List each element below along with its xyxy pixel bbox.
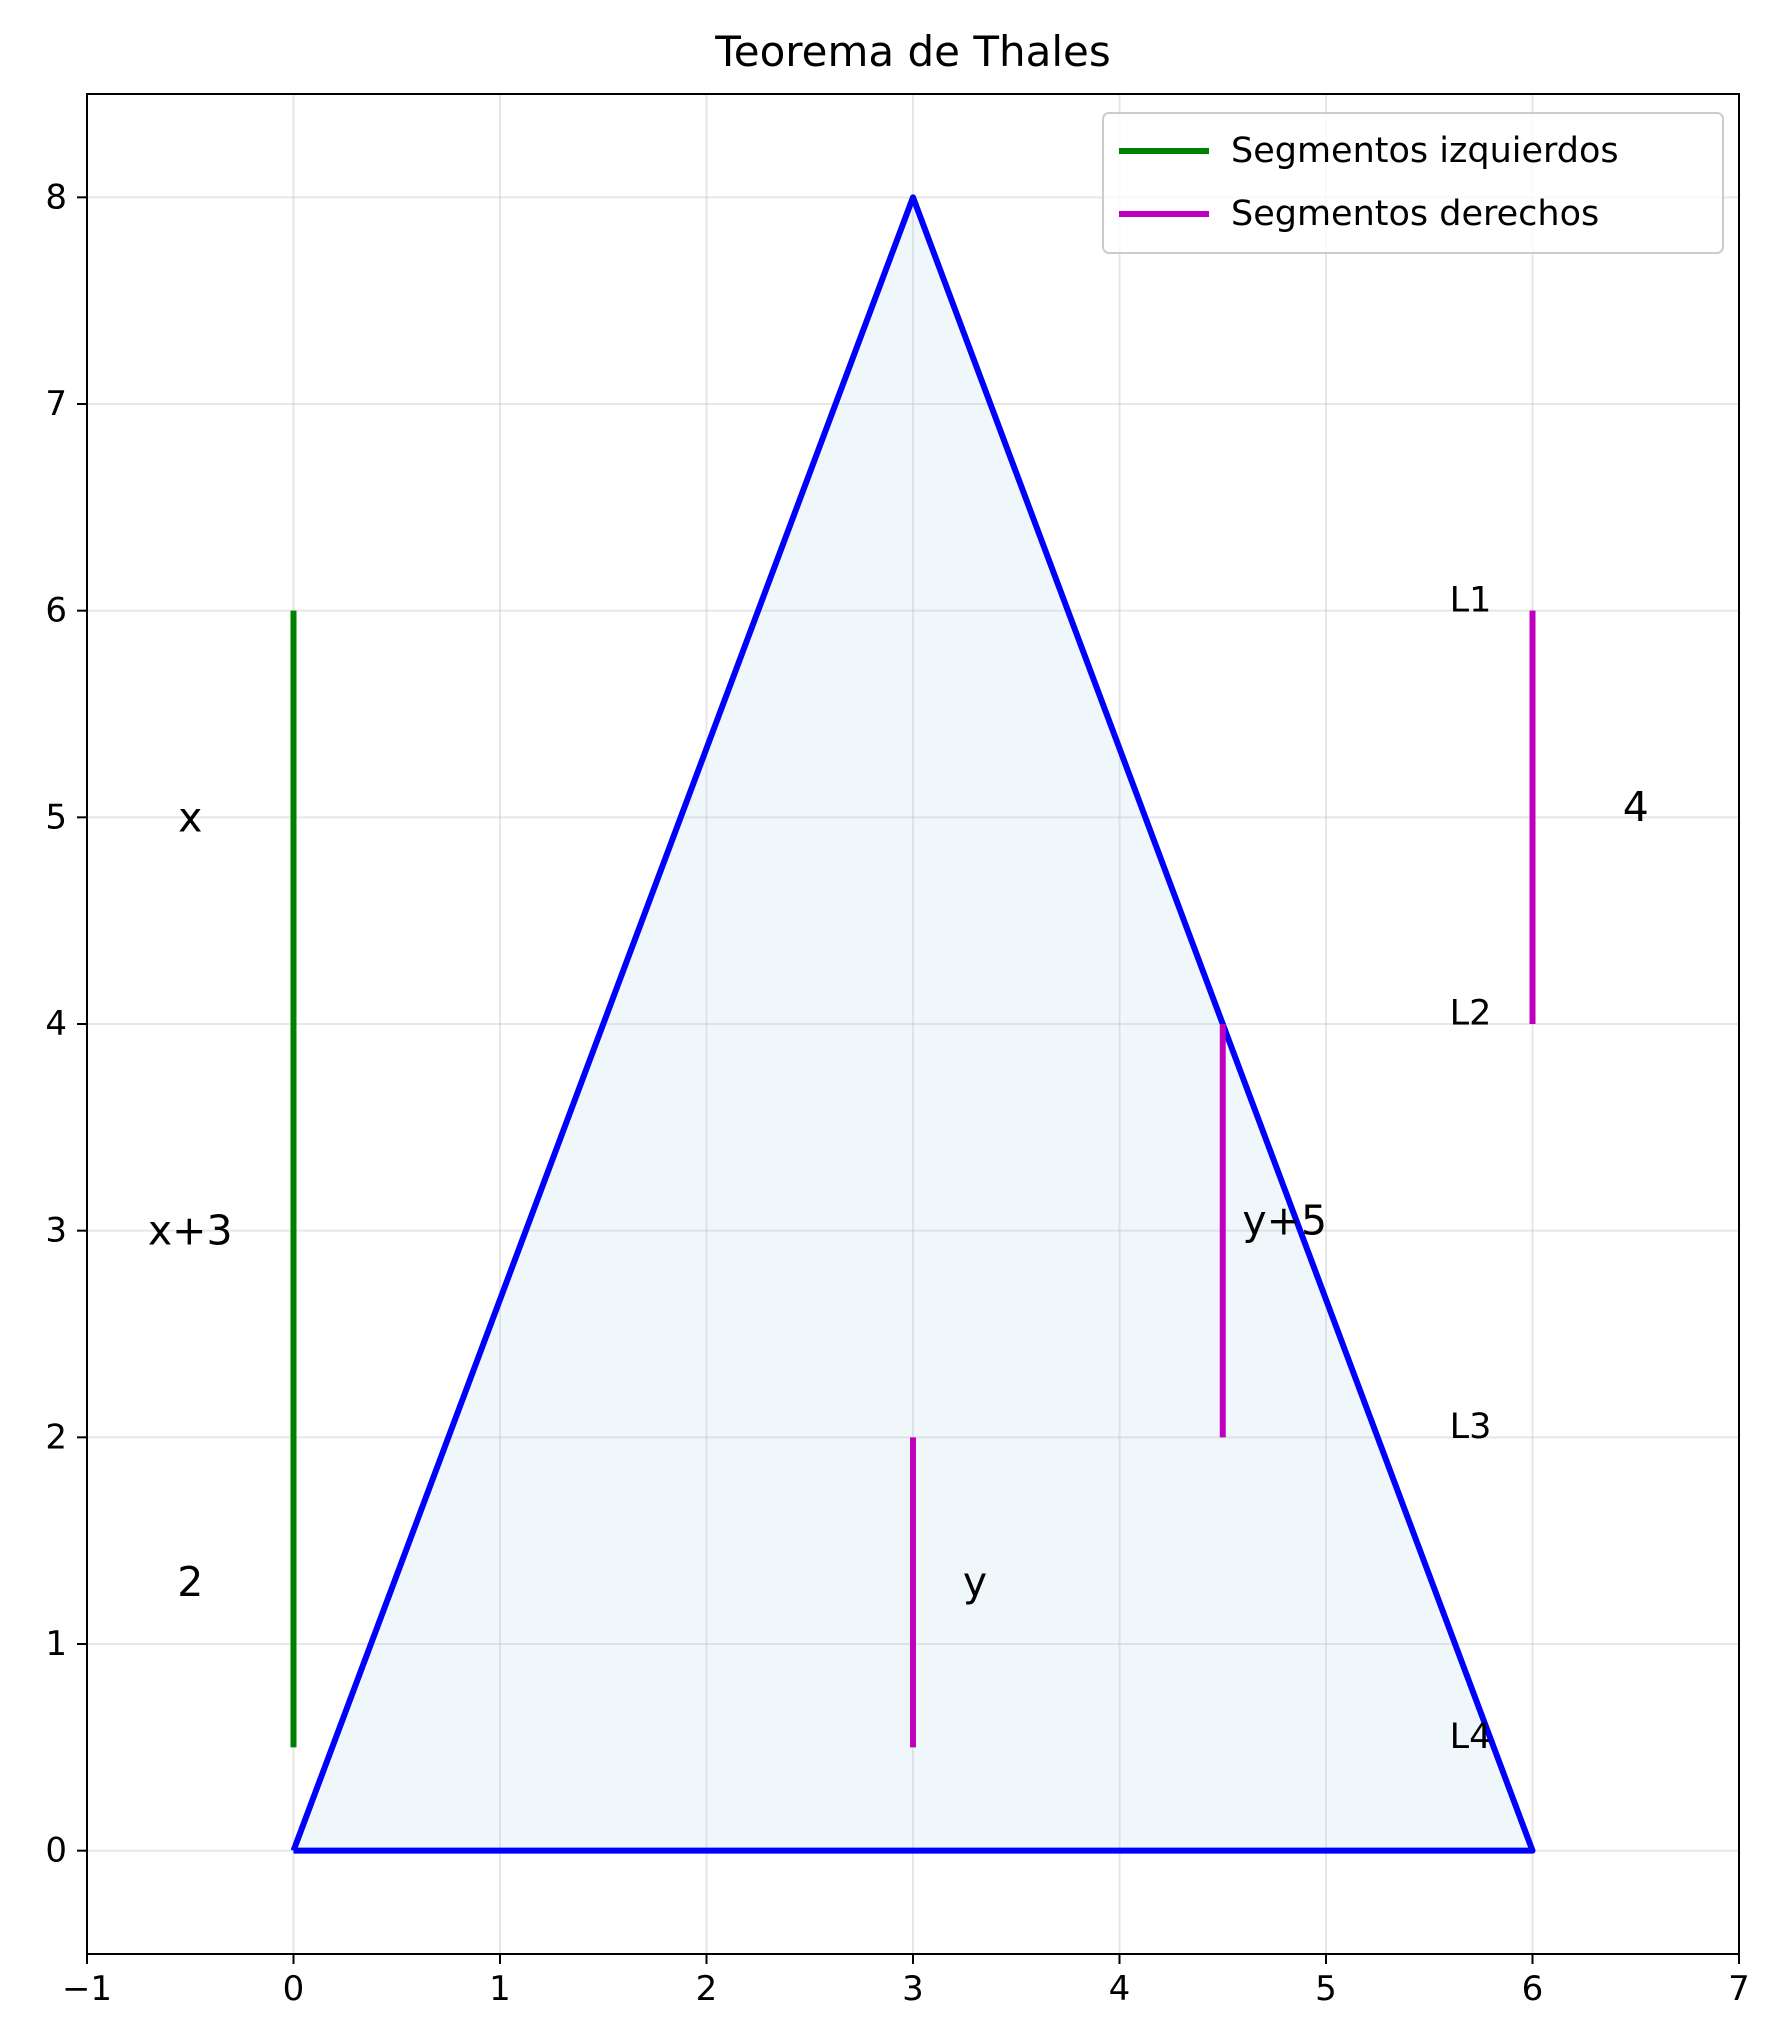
annotation-label: x [178, 793, 202, 841]
legend: Segmentos izquierdos Segmentos derechos [1102, 112, 1724, 254]
x-tick-label: 0 [283, 1969, 305, 2009]
chart-title: Teorema de Thales [714, 27, 1111, 76]
annotation-label: L2 [1450, 994, 1492, 1034]
y-tick-label: 6 [45, 591, 67, 631]
x-tick-label: 6 [1522, 1969, 1544, 2009]
annotation-label: 4 [1623, 783, 1649, 831]
y-tick-label: 4 [45, 1004, 67, 1044]
annotation-label: y+5 [1242, 1196, 1327, 1244]
y-tick-label: 7 [45, 384, 67, 424]
annotation-label: 2 [177, 1558, 203, 1606]
legend-entry: Segmentos izquierdos [1231, 131, 1619, 171]
annotation-label: L4 [1450, 1717, 1492, 1757]
annotation-label: x+3 [148, 1207, 233, 1255]
x-tick-label: 2 [696, 1969, 718, 2009]
x-tick-label: −1 [62, 1969, 112, 2009]
x-tick-label: 5 [1315, 1969, 1337, 2009]
y-tick-label: 3 [45, 1211, 67, 1251]
y-tick-label: 1 [45, 1624, 67, 1664]
x-tick-label: 4 [1109, 1969, 1131, 2009]
y-tick-label: 0 [45, 1831, 67, 1871]
plot-area [290, 194, 1536, 1854]
axis-ticks: −1 0 1 2 3 4 5 6 7 0 1 2 3 4 5 6 7 8 [45, 177, 1749, 2009]
y-tick-label: 2 [45, 1417, 67, 1457]
annotation-label: y [963, 1558, 987, 1606]
x-tick-label: 3 [902, 1969, 924, 2009]
y-tick-label: 8 [45, 177, 67, 217]
y-tick-label: 5 [45, 797, 67, 837]
annotations: x x+3 2 y y+5 4 L1 L2 L3 L4 [148, 580, 1649, 1757]
legend-entry: Segmentos derechos [1231, 194, 1599, 234]
x-tick-label: 7 [1728, 1969, 1750, 2009]
annotation-label: L1 [1450, 580, 1492, 620]
annotation-label: L3 [1450, 1407, 1492, 1447]
x-tick-label: 1 [489, 1969, 511, 2009]
legend-box [1102, 112, 1724, 254]
